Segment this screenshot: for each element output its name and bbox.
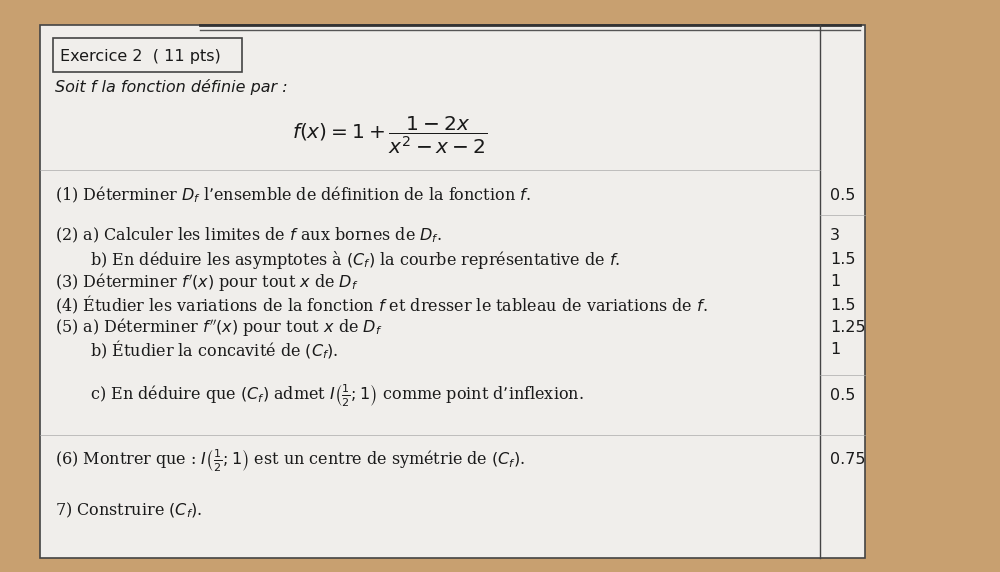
- Text: Exercice 2  ( 11 pts): Exercice 2 ( 11 pts): [60, 50, 221, 65]
- Text: (1) Déterminer $D_f$ l’ensemble de définition de la fonction $f$.: (1) Déterminer $D_f$ l’ensemble de défin…: [55, 185, 531, 205]
- Text: 1: 1: [830, 275, 840, 289]
- Text: 1.25: 1.25: [830, 320, 866, 335]
- Text: (5) a) Déterminer $f''(x)$ pour tout $x$ de $D_f$: (5) a) Déterminer $f''(x)$ pour tout $x$…: [55, 316, 382, 338]
- Text: 7) Construire $(C_f)$.: 7) Construire $(C_f)$.: [55, 500, 202, 520]
- Text: 3: 3: [830, 228, 840, 243]
- Bar: [40, 25, 865, 558]
- Text: (3) Déterminer $f'(x)$ pour tout $x$ de $D_f$: (3) Déterminer $f'(x)$ pour tout $x$ de …: [55, 271, 359, 293]
- Text: 0.5: 0.5: [830, 188, 855, 202]
- Text: Soit f la fonction définie par :: Soit f la fonction définie par :: [55, 79, 288, 95]
- Text: 1: 1: [830, 343, 840, 358]
- Text: (4) Étudier les variations de la fonction $f$ et dresser le tableau de variation: (4) Étudier les variations de la fonctio…: [55, 294, 708, 316]
- Text: 0.5: 0.5: [830, 387, 855, 403]
- Text: (2) a) Calculer les limites de $f$ aux bornes de $D_f$.: (2) a) Calculer les limites de $f$ aux b…: [55, 225, 442, 245]
- Text: $f(x) = 1 + \dfrac{1-2x}{x^2-x-2}$: $f(x) = 1 + \dfrac{1-2x}{x^2-x-2}$: [292, 114, 488, 156]
- Text: 0.75: 0.75: [830, 452, 866, 467]
- Text: c) En déduire que $(C_f)$ admet $I\left(\frac{1}{2};1\right)$ comme point d’infl: c) En déduire que $(C_f)$ admet $I\left(…: [75, 382, 584, 408]
- Text: 1.5: 1.5: [830, 252, 856, 268]
- Text: b) En déduire les asymptotes à $(C_f)$ la courbe représentative de $f$.: b) En déduire les asymptotes à $(C_f)$ l…: [75, 249, 620, 271]
- Text: 1.5: 1.5: [830, 297, 856, 312]
- Text: b) Étudier la concavité de $(C_f)$.: b) Étudier la concavité de $(C_f)$.: [75, 339, 339, 361]
- Text: (6) Montrer que : $I\left(\frac{1}{2};1\right)$ est un centre de symétrie de $(C: (6) Montrer que : $I\left(\frac{1}{2};1\…: [55, 447, 525, 473]
- FancyBboxPatch shape: [53, 38, 242, 72]
